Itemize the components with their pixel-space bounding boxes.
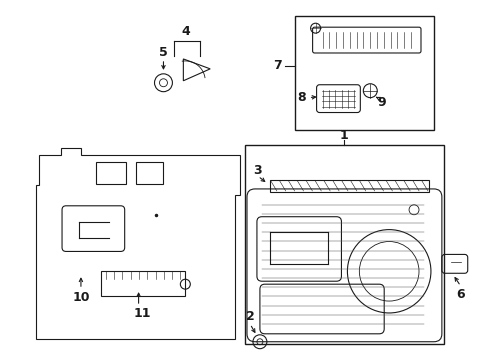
Bar — [101, 271, 185, 296]
Text: 8: 8 — [297, 91, 305, 104]
Text: 1: 1 — [339, 129, 348, 142]
Text: 4: 4 — [181, 24, 189, 38]
Bar — [294, 16, 433, 130]
Text: 2: 2 — [245, 310, 254, 323]
Text: 10: 10 — [72, 291, 89, 303]
Text: 9: 9 — [376, 96, 385, 109]
Text: 11: 11 — [134, 307, 151, 320]
Text: 5: 5 — [159, 46, 167, 59]
Bar — [135, 162, 163, 184]
Bar — [269, 180, 428, 192]
Text: 3: 3 — [253, 163, 262, 176]
Text: 6: 6 — [455, 288, 464, 301]
Text: 7: 7 — [273, 59, 282, 72]
Bar — [244, 145, 443, 344]
Bar — [96, 162, 125, 184]
